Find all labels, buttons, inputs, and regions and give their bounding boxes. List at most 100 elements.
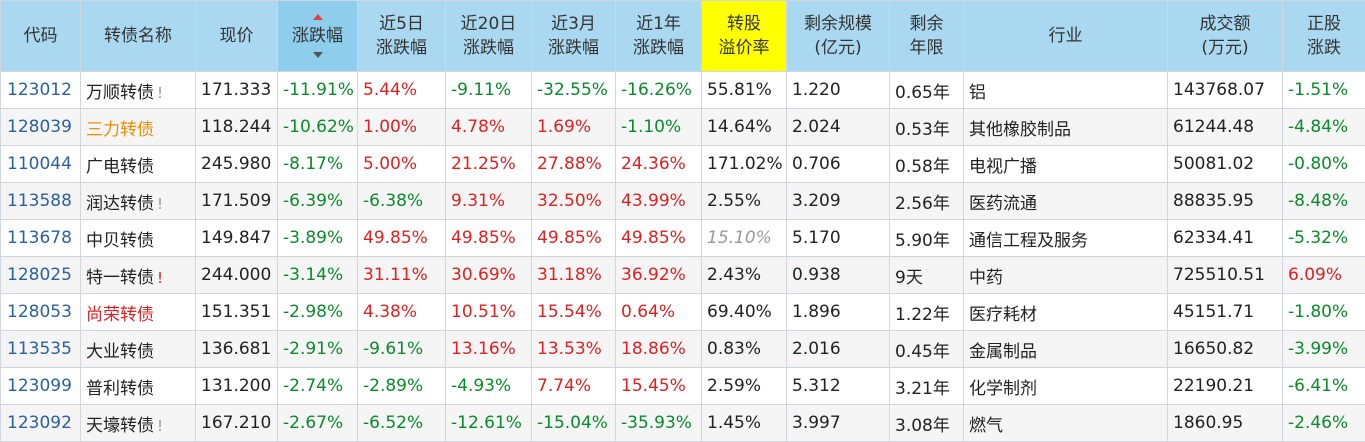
cell-bond-name[interactable]: 大业转债 (81, 331, 196, 368)
bond-name-link[interactable]: 特一转债 (86, 268, 154, 288)
cell-industry: 通信工程及服务 (964, 220, 1168, 257)
cell-stock-change: 6.09% (1283, 257, 1365, 294)
cell-bond-name[interactable]: 普利转债 (81, 368, 196, 405)
bond-name-link[interactable]: 大业转债 (86, 342, 154, 362)
cell-code[interactable]: 128039 (1, 109, 81, 146)
cell-remaining-years-value: 0.45年 (895, 342, 950, 362)
cell-price-value: 151.351 (201, 302, 271, 322)
bond-name-link[interactable]: 普利转债 (86, 379, 154, 399)
cell-price: 131.200 (196, 368, 278, 405)
sort-indicator: 涨跌幅 (292, 24, 343, 48)
cell-3m-change-value: 15.54% (537, 302, 602, 322)
cell-stock-change-value: -3.99% (1288, 339, 1348, 359)
cell-bond-name[interactable]: 润达转债! (81, 183, 196, 220)
cell-stock-change: -4.84% (1283, 109, 1365, 146)
cell-industry: 化学制剂 (964, 368, 1168, 405)
cell-bond-name[interactable]: 三力转债 (81, 109, 196, 146)
cell-bond-name[interactable]: 尚荣转债 (81, 294, 196, 331)
cell-code[interactable]: 113535 (1, 331, 81, 368)
cell-1y-change: 18.86% (616, 331, 702, 368)
cell-price: 136.681 (196, 331, 278, 368)
sort-up-icon (313, 14, 323, 20)
cell-20d-change-value: 30.69% (451, 265, 516, 285)
col-header-code[interactable]: 代码 (1, 1, 81, 72)
cell-5d-change: 4.38% (358, 294, 446, 331)
col-header-conversion-premium[interactable]: 转股溢价率 (702, 1, 787, 72)
col-header-5d-change[interactable]: 近5日涨跌幅 (358, 1, 446, 72)
col-header-3m-change[interactable]: 近3月涨跌幅 (532, 1, 616, 72)
cell-bond-name[interactable]: 中贝转债 (81, 220, 196, 257)
cell-price: 245.980 (196, 146, 278, 183)
header-label: 行业 (964, 24, 1167, 48)
bond-name-link[interactable]: 中贝转债 (86, 231, 154, 251)
col-header-remaining-years[interactable]: 剩余年限 (890, 1, 964, 72)
cell-3m-change-value: 31.18% (537, 265, 602, 285)
cell-bond-name[interactable]: 广电转债 (81, 146, 196, 183)
cell-remaining-scale-value: 0.938 (792, 265, 841, 285)
bond-name-link[interactable]: 万顺转债 (86, 83, 154, 103)
bond-name-link[interactable]: 润达转债 (86, 194, 154, 214)
cell-5d-change: 5.44% (358, 72, 446, 109)
header-label-sub: (亿元) (787, 36, 889, 60)
cell-conversion-premium: 1.45% (702, 405, 787, 442)
col-header-1y-change[interactable]: 近1年涨跌幅 (616, 1, 702, 72)
cell-bond-name[interactable]: 天壕转债! (81, 405, 196, 442)
cell-bond-name[interactable]: 特一转债! (81, 257, 196, 294)
cell-turnover-value: 61244.48 (1173, 117, 1254, 137)
cell-code-value: 128039 (7, 117, 72, 137)
cell-conversion-premium: 171.02% (702, 146, 787, 183)
col-header-remaining-scale[interactable]: 剩余规模(亿元) (787, 1, 890, 72)
cell-code[interactable]: 123092 (1, 405, 81, 442)
cell-remaining-years: 1.22年 (890, 294, 964, 331)
cell-code[interactable]: 110044 (1, 146, 81, 183)
col-header-turnover[interactable]: 成交额(万元) (1168, 1, 1283, 72)
header-label: 涨跌幅 (292, 26, 343, 46)
cell-1y-change-value: 36.92% (621, 265, 686, 285)
col-header-name[interactable]: 转债名称 (81, 1, 196, 72)
warning-mark-icon: ! (157, 417, 163, 435)
cell-remaining-years: 0.45年 (890, 331, 964, 368)
col-header-20d-change[interactable]: 近20日涨跌幅 (446, 1, 532, 72)
cell-20d-change-value: 4.78% (451, 117, 505, 137)
bond-name-link[interactable]: 三力转债 (86, 120, 154, 140)
cell-code[interactable]: 128053 (1, 294, 81, 331)
cell-code[interactable]: 128025 (1, 257, 81, 294)
bond-name-link[interactable]: 广电转债 (86, 157, 154, 177)
cell-remaining-years: 3.21年 (890, 368, 964, 405)
header-label: 现价 (196, 24, 277, 48)
cell-change-value: -10.62% (283, 117, 354, 137)
col-header-price[interactable]: 现价 (196, 1, 278, 72)
cell-bond-name[interactable]: 万顺转债! (81, 72, 196, 109)
cell-5d-change: 49.85% (358, 220, 446, 257)
cell-conversion-premium: 55.81% (702, 72, 787, 109)
col-header-industry[interactable]: 行业 (964, 1, 1168, 72)
cell-5d-change-value: -6.52% (363, 413, 423, 433)
cell-code[interactable]: 123099 (1, 368, 81, 405)
cell-code[interactable]: 113588 (1, 183, 81, 220)
cell-turnover-value: 22190.21 (1173, 376, 1254, 396)
cell-code[interactable]: 113678 (1, 220, 81, 257)
cell-20d-change-value: 49.85% (451, 228, 516, 248)
cell-remaining-scale-value: 3.209 (792, 191, 841, 211)
cell-5d-change: 5.00% (358, 146, 446, 183)
cell-3m-change: 31.18% (532, 257, 616, 294)
bond-name-link[interactable]: 尚荣转债 (86, 305, 154, 325)
cell-code-value: 113588 (7, 191, 72, 211)
bond-name-link[interactable]: 天壕转债 (86, 416, 154, 436)
col-header-stock-change[interactable]: 正股涨跌 (1283, 1, 1365, 72)
header-label-sub: 涨跌幅 (446, 36, 531, 60)
col-header-change[interactable]: 涨跌幅 (278, 1, 358, 72)
cell-code[interactable]: 123012 (1, 72, 81, 109)
cell-20d-change: -12.61% (446, 405, 532, 442)
header-label-sub: 涨跌幅 (532, 36, 615, 60)
